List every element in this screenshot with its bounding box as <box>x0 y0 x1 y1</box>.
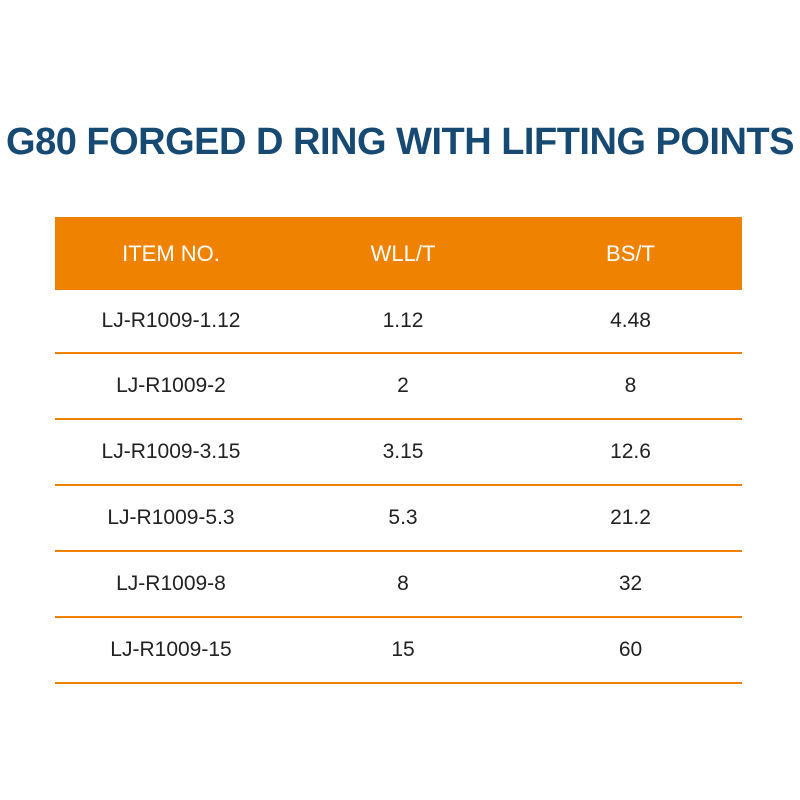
table-row: LJ-R1009-15 15 60 <box>55 618 742 684</box>
column-header-item-no: ITEM NO. <box>122 240 220 266</box>
cell-bs: 60 <box>618 638 643 661</box>
cell-item-no: LJ-R1009-8 <box>116 572 226 595</box>
spec-table: ITEM NO. WLL/T BS/T LJ-R1009-1.12 1.12 4… <box>55 217 742 684</box>
cell-item-no: LJ-R1009-5.3 <box>107 506 235 529</box>
cell-wll: 5.3 <box>388 506 418 529</box>
table-row: LJ-R1009-2 2 8 <box>55 354 742 420</box>
table-row: LJ-R1009-5.3 5.3 21.2 <box>55 486 742 552</box>
cell-item-no: LJ-R1009-3.15 <box>101 440 241 463</box>
cell-wll: 8 <box>397 572 409 595</box>
page-title: G80 FORGED D RING WITH LIFTING POINTS <box>6 121 794 163</box>
cell-wll: 1.12 <box>382 309 424 332</box>
column-header-wll: WLL/T <box>370 240 436 266</box>
cell-item-no: LJ-R1009-1.12 <box>101 309 241 332</box>
table-row: LJ-R1009-3.15 3.15 12.6 <box>55 420 742 486</box>
cell-wll: 3.15 <box>382 440 424 463</box>
cell-bs: 21.2 <box>610 506 651 529</box>
table-header: ITEM NO. WLL/T BS/T <box>55 217 742 290</box>
table-row: LJ-R1009-1.12 1.12 4.48 <box>55 290 742 354</box>
cell-wll: 2 <box>397 374 409 397</box>
table-body: LJ-R1009-1.12 1.12 4.48 LJ-R1009-2 2 8 L… <box>55 290 742 684</box>
cell-item-no: LJ-R1009-15 <box>110 638 232 661</box>
table-row: LJ-R1009-8 8 32 <box>55 552 742 618</box>
cell-wll: 15 <box>391 638 415 661</box>
cell-bs: 8 <box>624 374 637 397</box>
cell-bs: 12.6 <box>610 440 651 463</box>
cell-bs: 4.48 <box>610 309 651 332</box>
column-header-bs: BS/T <box>606 240 655 266</box>
cell-item-no: LJ-R1009-2 <box>116 374 226 397</box>
cell-bs: 32 <box>618 572 643 595</box>
